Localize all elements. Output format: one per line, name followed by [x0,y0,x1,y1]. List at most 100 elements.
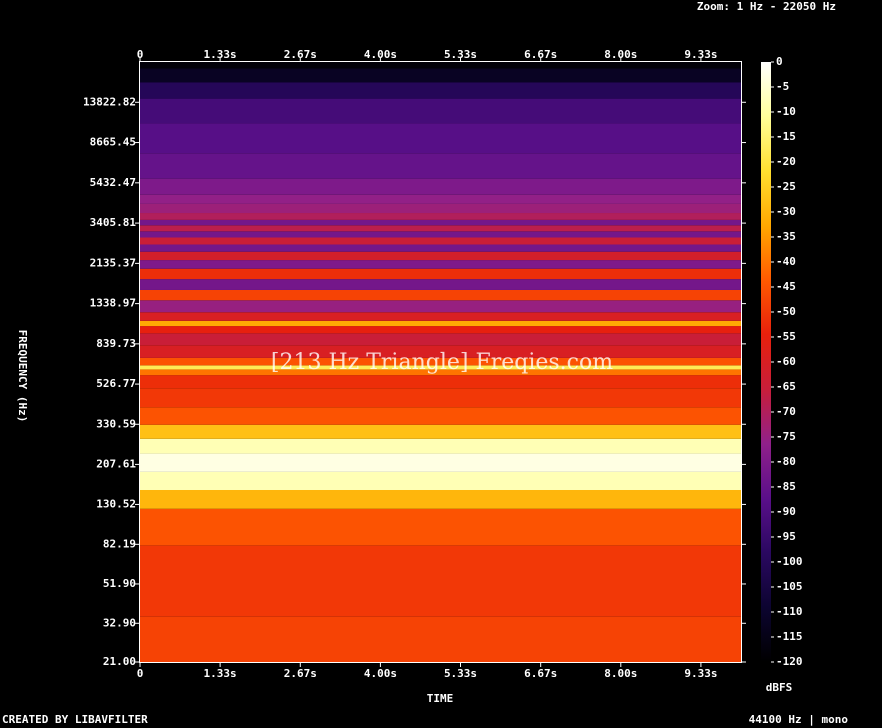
plot-area [140,62,741,662]
x-tick-label: 9.33s [684,48,717,61]
spectrum-band [140,178,741,195]
spectrum-band [140,616,741,662]
y-axis-label: FREQUENCY (Hz) [16,330,29,423]
spectrum-band [140,153,741,179]
colorbar-tick-label: -95 [776,530,796,543]
spectrum-band [140,320,741,327]
x-tick-label: 5.33s [444,48,477,61]
colorbar [761,62,771,662]
spectrum-band [140,194,741,204]
y-tick-label: 330.59 [96,417,136,430]
spectrum-band [140,326,741,334]
y-tick-label: 13822.82 [83,95,136,108]
spectrum-band [140,490,741,509]
spectrum-band [140,225,741,232]
colorbar-tick-label: -40 [776,255,796,268]
colorbar-tick-label: -15 [776,130,796,143]
spectrum-band [140,237,741,245]
colorbar-tick-label: -110 [776,605,803,618]
spectrum-band [140,244,741,252]
spectrum-band [140,289,741,301]
spectrum-band [140,333,741,346]
x-tick-label: 8.00s [604,667,637,680]
y-tick-label: 82.19 [103,537,136,550]
y-tick-label: 1338.97 [90,297,136,310]
colorbar-tick-label: -70 [776,405,796,418]
x-tick-label: 4.00s [364,667,397,680]
footer-right: 44100 Hz | mono [749,713,849,726]
x-axis-label: TIME [427,692,454,705]
spectrum-band [140,219,741,226]
spectrum-band [140,251,741,261]
spectrum-band [140,438,741,454]
colorbar-tick-label: -60 [776,355,796,368]
y-tick-label: 526.77 [96,377,136,390]
colorbar-tick-label: -115 [776,630,803,643]
colorbar-tick-label: -25 [776,180,796,193]
plot-border [139,61,742,663]
spectrum-band [140,471,741,491]
spectrum-band [140,357,741,366]
x-tick-label: 9.33s [684,667,717,680]
x-tick-label: 6.67s [524,667,557,680]
colorbar-tick-label: -75 [776,430,796,443]
x-tick-label: 8.00s [604,48,637,61]
chart-title: Zoom: 1 Hz - 22050 Hz [697,0,836,13]
colorbar-tick-label: -5 [776,80,789,93]
spectrum-band [140,68,741,83]
colorbar-label: dBFS [766,681,793,694]
x-tick-label: 2.67s [284,667,317,680]
x-tick-label: 0 [137,667,144,680]
colorbar-tick-label: -55 [776,330,796,343]
spectrum-band [140,345,741,358]
spectrum-band [140,312,741,321]
spectrum-band [140,123,741,154]
colorbar-tick-label: -65 [776,380,796,393]
colorbar-tick-label: -120 [776,655,803,668]
spectrum-band [140,407,741,425]
colorbar-tick-label: -105 [776,580,803,593]
spectrum-band [140,203,741,214]
y-tick-label: 2135.37 [90,256,136,269]
colorbar-tick-label: -20 [776,155,796,168]
watermark: [213 Hz Triangle] Freqies.com [271,350,613,375]
y-tick-label: 5432.47 [90,176,136,189]
colorbar-tick-label: -90 [776,505,796,518]
colorbar-tick-label: -45 [776,280,796,293]
spectrum-band [140,453,741,472]
spectrum-band [140,98,741,124]
colorbar-tick-label: -100 [776,555,803,568]
y-tick-label: 130.52 [96,497,136,510]
y-tick-label: 839.73 [96,337,136,350]
spectrum-band [140,82,741,99]
y-tick-label: 21.00 [103,655,136,668]
spectrum-band [140,369,741,376]
colorbar-tick-label: -80 [776,455,796,468]
colorbar-tick-label: -10 [776,105,796,118]
x-tick-label: 4.00s [364,48,397,61]
colorbar-tick-label: -50 [776,305,796,318]
spectrum-band [140,424,741,439]
x-tick-label: 0 [137,48,144,61]
footer-left: CREATED BY LIBAVFILTER [2,713,148,726]
spectrum-band [140,388,741,408]
x-tick-label: 2.67s [284,48,317,61]
spectrum-band [140,279,741,290]
x-tick-label: 5.33s [444,667,477,680]
x-tick-label: 1.33s [204,48,237,61]
y-tick-label: 8665.45 [90,136,136,149]
spectrum-band [140,508,741,546]
colorbar-tick-label: 0 [776,55,783,68]
spectrum-band [140,62,741,69]
spectrum-band [140,375,741,389]
spectrum-band [140,545,741,617]
spectrum-band [140,231,741,238]
spectrum-band [140,268,741,280]
y-tick-label: 51.90 [103,577,136,590]
x-tick-label: 1.33s [204,667,237,680]
y-tick-label: 3405.81 [90,216,137,229]
y-tick-label: 32.90 [103,616,136,629]
spectrum-band [140,300,741,313]
x-tick-label: 6.67s [524,48,557,61]
